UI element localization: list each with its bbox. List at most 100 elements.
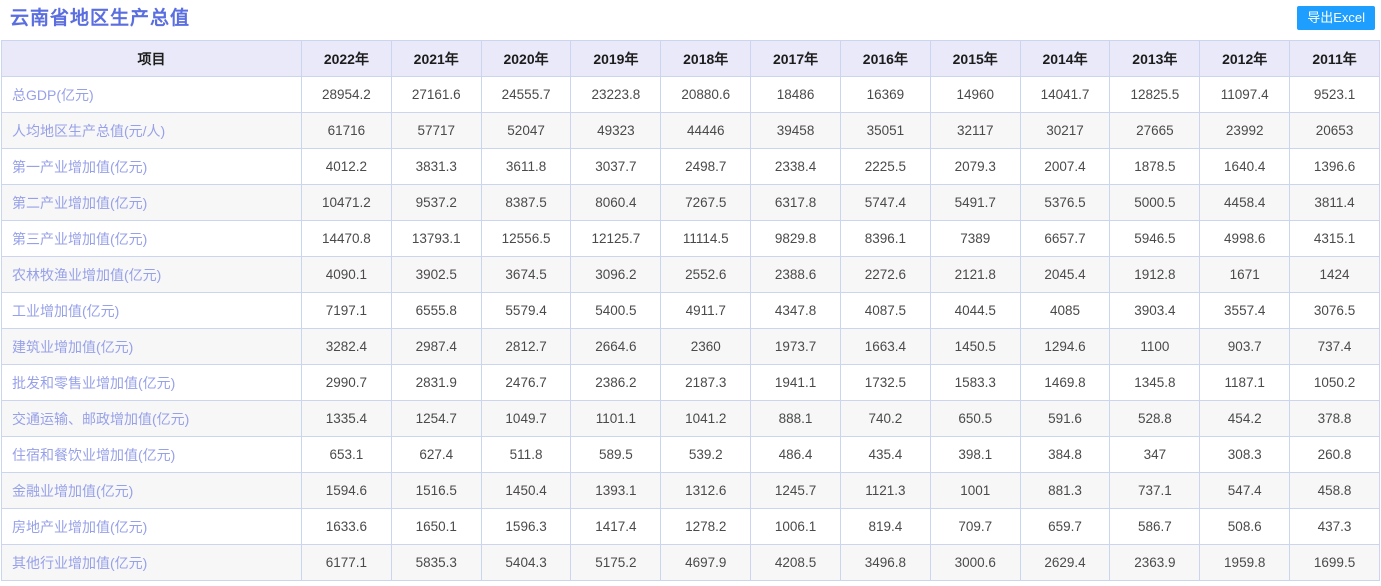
data-cell: 3096.2 (570, 256, 662, 293)
row-label-cell: 总GDP(亿元) (1, 76, 302, 113)
column-header: 2017年 (750, 40, 841, 77)
row-label-link[interactable]: 第二产业增加值(亿元) (12, 194, 148, 211)
data-cell: 4085 (1019, 292, 1111, 329)
row-label-link[interactable]: 房地产业增加值(亿元) (12, 518, 148, 535)
column-header: 2022年 (301, 40, 392, 77)
table-row: 农林牧渔业增加值(亿元) 4090.1 3902.5 3674.5 3096.2 2552… (1, 256, 1380, 293)
data-cell: 5579.4 (480, 292, 572, 329)
row-label-link[interactable]: 住宿和餐饮业增加值(亿元) (12, 446, 176, 463)
data-cell: 9537.2 (390, 184, 482, 221)
data-cell: 4998.6 (1199, 220, 1291, 257)
data-cell: 511.8 (480, 436, 572, 473)
data-cell: 1101.1 (570, 400, 662, 437)
table-row: 第三产业增加值(亿元) 14470.8 13793.1 12556.5 12125.7 1… (1, 220, 1380, 257)
data-cell: 1583.3 (929, 364, 1021, 401)
data-cell: 4911.7 (660, 292, 752, 329)
row-label-link[interactable]: 工业增加值(亿元) (12, 302, 120, 319)
data-cell: 1335.4 (301, 400, 392, 437)
data-cell: 2552.6 (660, 256, 752, 293)
data-cell: 14470.8 (301, 220, 392, 257)
data-cell: 2360 (660, 328, 752, 365)
data-cell: 11114.5 (660, 220, 752, 257)
data-cell: 3902.5 (390, 256, 482, 293)
data-cell: 1640.4 (1199, 148, 1291, 185)
table-row: 建筑业增加值(亿元) 3282.4 2987.4 2812.7 2664.6 2360 19… (1, 328, 1380, 365)
data-cell: 3282.4 (301, 328, 392, 365)
data-cell: 13793.1 (390, 220, 482, 257)
row-label-link[interactable]: 其他行业增加值(亿元) (12, 554, 148, 571)
data-cell: 539.2 (660, 436, 752, 473)
row-label-cell: 交通运输、邮政增加值(亿元) (1, 400, 302, 437)
row-label-link[interactable]: 批发和零售业增加值(亿元) (12, 374, 176, 391)
column-header: 2018年 (660, 40, 752, 77)
data-cell: 378.8 (1289, 400, 1380, 437)
data-cell: 5747.4 (839, 184, 931, 221)
row-label-link[interactable]: 金融业增加值(亿元) (12, 482, 134, 499)
data-cell: 260.8 (1289, 436, 1380, 473)
data-cell: 650.5 (929, 400, 1021, 437)
data-cell: 6657.7 (1019, 220, 1111, 257)
page-title: 云南省地区生产总值 (10, 8, 191, 29)
data-cell: 12556.5 (480, 220, 572, 257)
data-cell: 4347.8 (750, 292, 841, 329)
table-row: 交通运输、邮政增加值(亿元) 1335.4 1254.7 1049.7 1101.1 10… (1, 400, 1380, 437)
row-label-link[interactable]: 第三产业增加值(亿元) (12, 230, 148, 247)
table-row: 房地产业增加值(亿元) 1633.6 1650.1 1596.3 1417.4 1278.… (1, 508, 1380, 545)
column-header: 2014年 (1019, 40, 1111, 77)
data-cell: 6177.1 (301, 544, 392, 581)
data-cell: 6555.8 (390, 292, 482, 329)
column-header: 项目 (1, 40, 302, 77)
data-cell: 1294.6 (1019, 328, 1111, 365)
data-cell: 1699.5 (1289, 544, 1380, 581)
data-cell: 2079.3 (929, 148, 1021, 185)
data-cell: 3611.8 (480, 148, 572, 185)
data-cell: 1417.4 (570, 508, 662, 545)
data-cell: 5946.5 (1109, 220, 1201, 257)
table-body: 总GDP(亿元) 28954.2 27161.6 24555.7 23223.8 2088… (1, 76, 1380, 581)
data-cell: 7197.1 (301, 292, 392, 329)
data-cell: 1345.8 (1109, 364, 1201, 401)
column-header: 2020年 (480, 40, 572, 77)
row-label-link[interactable]: 农林牧渔业增加值(亿元) (12, 266, 162, 283)
data-cell: 308.3 (1199, 436, 1291, 473)
data-cell: 1041.2 (660, 400, 752, 437)
data-cell: 1278.2 (660, 508, 752, 545)
data-cell: 1671 (1199, 256, 1291, 293)
data-cell: 7267.5 (660, 184, 752, 221)
data-cell: 5376.5 (1019, 184, 1111, 221)
data-cell: 9523.1 (1289, 76, 1380, 113)
data-cell: 1450.5 (929, 328, 1021, 365)
data-cell: 2388.6 (750, 256, 841, 293)
export-excel-button[interactable]: 导出Excel (1297, 6, 1375, 30)
row-label-link[interactable]: 交通运输、邮政增加值(亿元) (12, 410, 190, 427)
data-cell: 44446 (660, 112, 752, 149)
data-cell: 4087.5 (839, 292, 931, 329)
table-row: 其他行业增加值(亿元) 6177.1 5835.3 5404.3 5175.2 4697.… (1, 544, 1380, 581)
data-cell: 61716 (301, 112, 392, 149)
data-cell: 12125.7 (570, 220, 662, 257)
data-cell: 454.2 (1199, 400, 1291, 437)
data-cell: 8396.1 (839, 220, 931, 257)
data-cell: 11097.4 (1199, 76, 1291, 113)
column-header: 2021年 (390, 40, 482, 77)
table-row: 批发和零售业增加值(亿元) 2990.7 2831.9 2476.7 2386.2 218… (1, 364, 1380, 401)
data-cell: 5000.5 (1109, 184, 1201, 221)
row-label-link[interactable]: 第一产业增加值(亿元) (12, 158, 148, 175)
row-label-link[interactable]: 建筑业增加值(亿元) (12, 338, 134, 355)
data-cell: 659.7 (1019, 508, 1111, 545)
data-cell: 737.1 (1109, 472, 1201, 509)
row-label-link[interactable]: 总GDP(亿元) (12, 86, 94, 103)
data-cell: 384.8 (1019, 436, 1111, 473)
data-cell: 1001 (929, 472, 1021, 509)
data-cell: 18486 (750, 76, 841, 113)
data-cell: 14960 (929, 76, 1021, 113)
data-cell: 49323 (570, 112, 662, 149)
row-label-link[interactable]: 人均地区生产总值(元/人) (12, 122, 166, 139)
data-cell: 2990.7 (301, 364, 392, 401)
data-cell: 1594.6 (301, 472, 392, 509)
data-cell: 1245.7 (750, 472, 841, 509)
data-cell: 3903.4 (1109, 292, 1201, 329)
data-cell: 8060.4 (570, 184, 662, 221)
row-label-cell: 批发和零售业增加值(亿元) (1, 364, 302, 401)
